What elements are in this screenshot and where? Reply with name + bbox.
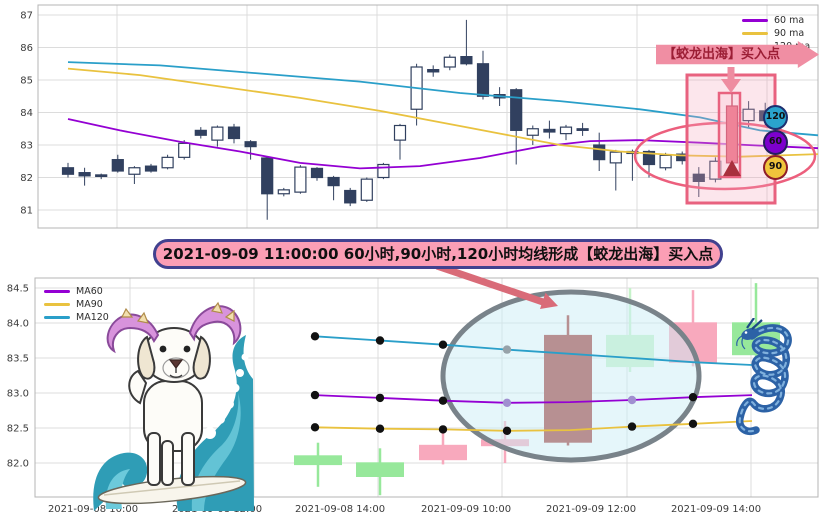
candle: [356, 462, 404, 477]
top-y-tick: 86: [20, 43, 33, 54]
legend-item-60ma: 60 ma: [742, 14, 810, 27]
bottom-y-tick: 82.5: [7, 424, 29, 435]
top-candlestick-chart: 87 86 85 84 83 82 81: [20, 4, 819, 229]
top-y-tick: 81: [20, 206, 33, 217]
legend-item-ma90: MA90: [44, 298, 109, 311]
candle: [419, 444, 467, 461]
buy-point-banner: 【蛟龙出海】买入点: [656, 41, 819, 68]
circle-badge-60: 60: [763, 130, 788, 155]
dog-art: [128, 327, 211, 486]
legend-label: 90 ma: [774, 28, 805, 39]
top-plot-border: [37, 4, 819, 229]
bottom-x-tick: 2021-09-08 10:00: [48, 504, 138, 515]
ma-dot: [375, 393, 385, 403]
bottom-line-MA60: [314, 394, 753, 404]
circle-badge-120: 120: [763, 105, 788, 130]
circle-badge-90: 90: [763, 155, 788, 180]
bottom-x-tick: 2021-09-09 10:00: [421, 504, 511, 515]
ma-dot: [688, 393, 698, 402]
ma-dot: [627, 422, 637, 431]
legend-item-ma60: MA60: [44, 285, 109, 298]
buy-triangle-marker: [723, 160, 741, 176]
top-y-tick: 84: [20, 108, 33, 119]
top-line-60ma: [67, 118, 819, 170]
ma-dot: [688, 419, 698, 428]
bottom-y-tick: 84.5: [7, 284, 29, 295]
ma-dot: [502, 426, 512, 435]
legend-item-90ma: 90 ma: [742, 27, 810, 40]
bottom-y-tick: 84.0: [7, 319, 29, 330]
bottom-line-MA90: [314, 420, 753, 432]
90ma-swatch: [742, 32, 768, 35]
ma-dot: [502, 345, 512, 354]
ma-dot: [375, 424, 385, 433]
bottom-chart-legend: MA60 MA90 MA120: [44, 285, 109, 324]
dragon-head-art: [736, 318, 763, 350]
banner-down-arrow-icon: [721, 67, 741, 93]
ma-dot: [310, 332, 320, 341]
top-signal-overlays: [633, 73, 817, 205]
blue-dragon-illustration: [736, 318, 792, 435]
ma60-swatch: [44, 290, 70, 293]
top-y-tick: 85: [20, 76, 33, 87]
ma-dot: [502, 398, 512, 407]
candle: [294, 455, 342, 466]
top-y-tick: 87: [20, 11, 33, 22]
annotation-pointer-arrow-icon: [435, 262, 558, 309]
bottom-y-tick: 82.0: [7, 459, 29, 470]
ma-dot: [438, 340, 448, 349]
ma90-swatch: [44, 303, 70, 306]
ma120-swatch: [44, 316, 70, 319]
legend-label: MA120: [76, 312, 109, 323]
bottom-x-tick: 2021-09-09 14:00: [671, 504, 761, 515]
bottom-x-tick: 2021-09-09 12:00: [546, 504, 636, 515]
top-line-90ma: [67, 67, 819, 158]
top-y-tick: 82: [20, 173, 33, 184]
horned-dog-surfing-illustration: [93, 301, 254, 511]
60ma-swatch: [742, 19, 768, 22]
bottom-line-MA120: [314, 335, 753, 366]
legend-label: 60 ma: [774, 15, 805, 26]
signal-description-annotation: 2021-09-09 11:00:00 60小时,90小时,120小时均线形成【…: [153, 239, 723, 269]
dragon-body-art: [736, 324, 792, 435]
bottom-y-tick: 83.5: [7, 354, 29, 365]
ma-dot: [438, 396, 448, 405]
highlight-ellipse: [440, 289, 702, 463]
ma-dot: [375, 336, 385, 345]
ma-dot: [627, 395, 637, 405]
ma-dot: [438, 425, 448, 434]
legend-item-ma120: MA120: [44, 311, 109, 324]
ma-dot: [310, 390, 320, 400]
ma-dot: [310, 423, 320, 432]
bottom-x-tick: 2021-09-08 14:00: [295, 504, 385, 515]
bottom-plot-border: [34, 277, 819, 498]
legend-label: MA60: [76, 286, 103, 297]
top-y-tick: 83: [20, 141, 33, 152]
dragon-horns-art: [106, 301, 242, 354]
bottom-y-tick: 83.0: [7, 389, 29, 400]
legend-label: MA90: [76, 299, 103, 310]
